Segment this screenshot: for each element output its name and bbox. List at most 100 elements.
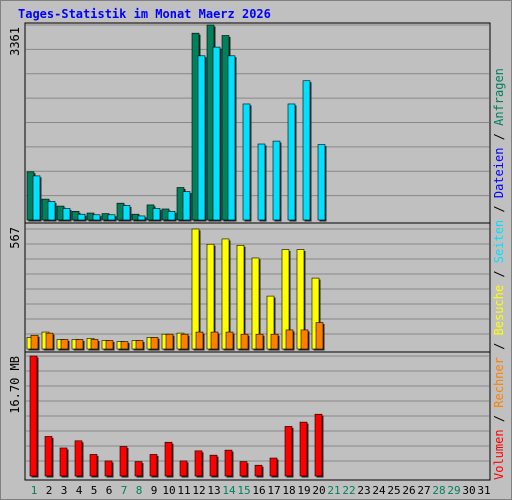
bar-volumen-day-2 — [44, 436, 53, 477]
x-tick-label: 12 — [192, 484, 205, 497]
x-tick-label: 24 — [372, 484, 386, 497]
bar-volumen-day-6 — [104, 460, 113, 477]
bar-volumen-day-13 — [209, 454, 218, 477]
bar-rechner-day-7 — [120, 341, 129, 350]
bar-seiten-day-5 — [92, 214, 101, 221]
bar-volumen-day-1 — [29, 355, 38, 477]
bar-besuche-day-18 — [281, 249, 290, 350]
bar-seiten-day-11 — [182, 191, 191, 221]
bar-seiten-day-10 — [167, 210, 176, 221]
bar-volumen-day-19 — [299, 421, 308, 477]
bar-besuche-day-16 — [251, 257, 260, 350]
bar-seiten-day-3 — [62, 208, 71, 221]
x-tick-label: 9 — [151, 484, 158, 497]
bar-volumen-day-15 — [239, 461, 248, 477]
x-tick-label: 25 — [387, 484, 400, 497]
bar-seiten-day-4 — [77, 213, 86, 221]
bar-volumen-day-18 — [284, 426, 293, 477]
bar-seiten-day-9 — [152, 208, 161, 221]
bar-rechner-day-2 — [45, 332, 54, 350]
bar-volumen-day-8 — [134, 461, 143, 477]
legend-item-besuche: Besuche — [492, 285, 506, 336]
bar-rechner-day-4 — [75, 339, 84, 350]
bar-besuche-day-15 — [236, 244, 245, 350]
x-tick-label: 26 — [402, 484, 415, 497]
legend-separator: / — [492, 198, 506, 220]
x-tick-label: 15 — [237, 484, 250, 497]
x-tick-label: 18 — [282, 484, 295, 497]
x-tick-label: 30 — [462, 484, 475, 497]
bar-volumen-day-10 — [164, 441, 173, 477]
bar-volumen-day-5 — [89, 454, 98, 477]
x-tick-label: 6 — [106, 484, 113, 497]
bar-rechner-day-19 — [300, 329, 309, 350]
x-tick-label: 3 — [61, 484, 68, 497]
x-tick-label: 19 — [297, 484, 310, 497]
panel-2-max-label: 567 — [8, 227, 22, 249]
bar-seiten-day-7 — [122, 205, 131, 221]
panel-1-max-label: 3361 — [8, 27, 22, 56]
bar-rechner-day-18 — [285, 329, 294, 350]
bar-besuche-day-20 — [311, 277, 320, 350]
bar-volumen-day-20 — [314, 413, 323, 477]
bar-rechner-day-6 — [105, 340, 114, 350]
legend-separator: / — [492, 263, 506, 285]
x-tick-label: 7 — [121, 484, 128, 497]
bar-besuche-day-12 — [191, 228, 200, 350]
x-tick-label: 2 — [46, 484, 53, 497]
bar-seiten-day-13 — [212, 46, 221, 221]
legend-separator: / — [492, 335, 506, 357]
bar-besuche-day-14 — [221, 238, 230, 350]
x-tick-label: 10 — [162, 484, 175, 497]
x-tick-label: 5 — [91, 484, 98, 497]
panel-3: 16.70 MB — [8, 351, 491, 481]
legend-item-rechner: Rechner — [492, 357, 506, 408]
bar-seiten-day-14 — [227, 55, 236, 221]
bar-volumen-day-9 — [149, 454, 158, 477]
bar-rechner-day-16 — [255, 333, 264, 350]
bar-besuche-day-19 — [296, 249, 305, 350]
legend-item-volumen: Volumen — [492, 429, 506, 480]
legend-item-seiten: Seiten — [492, 220, 506, 263]
x-tick-label: 14 — [222, 484, 236, 497]
bar-rechner-day-5 — [90, 339, 99, 350]
bar-seiten-day-17 — [272, 140, 281, 221]
bar-volumen-day-4 — [74, 440, 83, 477]
bar-rechner-day-17 — [270, 333, 279, 350]
bar-volumen-day-16 — [254, 464, 263, 477]
x-tick-label: 20 — [312, 484, 325, 497]
bar-besuche-day-13 — [206, 243, 215, 350]
bar-volumen-day-14 — [224, 449, 233, 477]
bar-volumen-day-7 — [119, 446, 128, 477]
panel-3-max-label: 16.70 MB — [8, 356, 22, 414]
bar-rechner-day-13 — [210, 331, 219, 350]
bar-seiten-day-6 — [107, 214, 116, 221]
bar-volumen-day-17 — [269, 457, 278, 477]
x-tick-label: 13 — [207, 484, 220, 497]
x-tick-label: 17 — [267, 484, 280, 497]
bar-seiten-day-2 — [47, 201, 56, 221]
bar-rechner-day-14 — [225, 331, 234, 350]
bar-seiten-day-19 — [302, 80, 311, 221]
x-tick-label: 27 — [417, 484, 430, 497]
x-tick-label: 1 — [31, 484, 38, 497]
legend-item-anfragen: Anfragen — [492, 68, 506, 126]
bar-rechner-day-10 — [165, 333, 174, 350]
x-tick-label: 11 — [177, 484, 190, 497]
bar-seiten-day-12 — [197, 55, 206, 221]
bar-rechner-day-11 — [180, 333, 189, 350]
bar-rechner-day-20 — [315, 322, 324, 350]
legend-separator: / — [492, 408, 506, 430]
bar-seiten-day-16 — [257, 143, 266, 221]
x-tick-label: 16 — [252, 484, 265, 497]
panel-2: 567 — [8, 222, 491, 353]
bar-besuche-day-17 — [266, 295, 275, 350]
bar-volumen-day-12 — [194, 450, 203, 477]
chart-title: Tages-Statistik im Monat Maerz 2026 — [18, 7, 271, 21]
x-tick-label: 21 — [327, 484, 340, 497]
legend-separator: / — [492, 126, 506, 148]
x-tick-label: 4 — [76, 484, 83, 497]
bar-rechner-day-1 — [30, 334, 39, 350]
x-tick-label: 28 — [432, 484, 445, 497]
